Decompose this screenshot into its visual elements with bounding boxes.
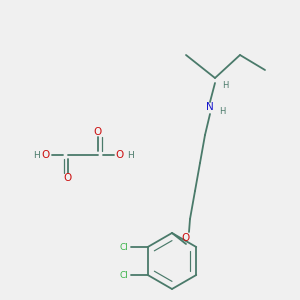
Text: O: O [64, 173, 72, 183]
Text: Cl: Cl [119, 271, 128, 280]
Text: O: O [116, 150, 124, 160]
Text: H: H [127, 151, 134, 160]
Text: N: N [206, 102, 214, 112]
Text: H: H [219, 107, 225, 116]
Text: H: H [33, 151, 39, 160]
Text: Cl: Cl [119, 242, 128, 251]
Text: O: O [94, 127, 102, 137]
Text: H: H [222, 82, 228, 91]
Text: O: O [182, 233, 190, 243]
Text: O: O [42, 150, 50, 160]
